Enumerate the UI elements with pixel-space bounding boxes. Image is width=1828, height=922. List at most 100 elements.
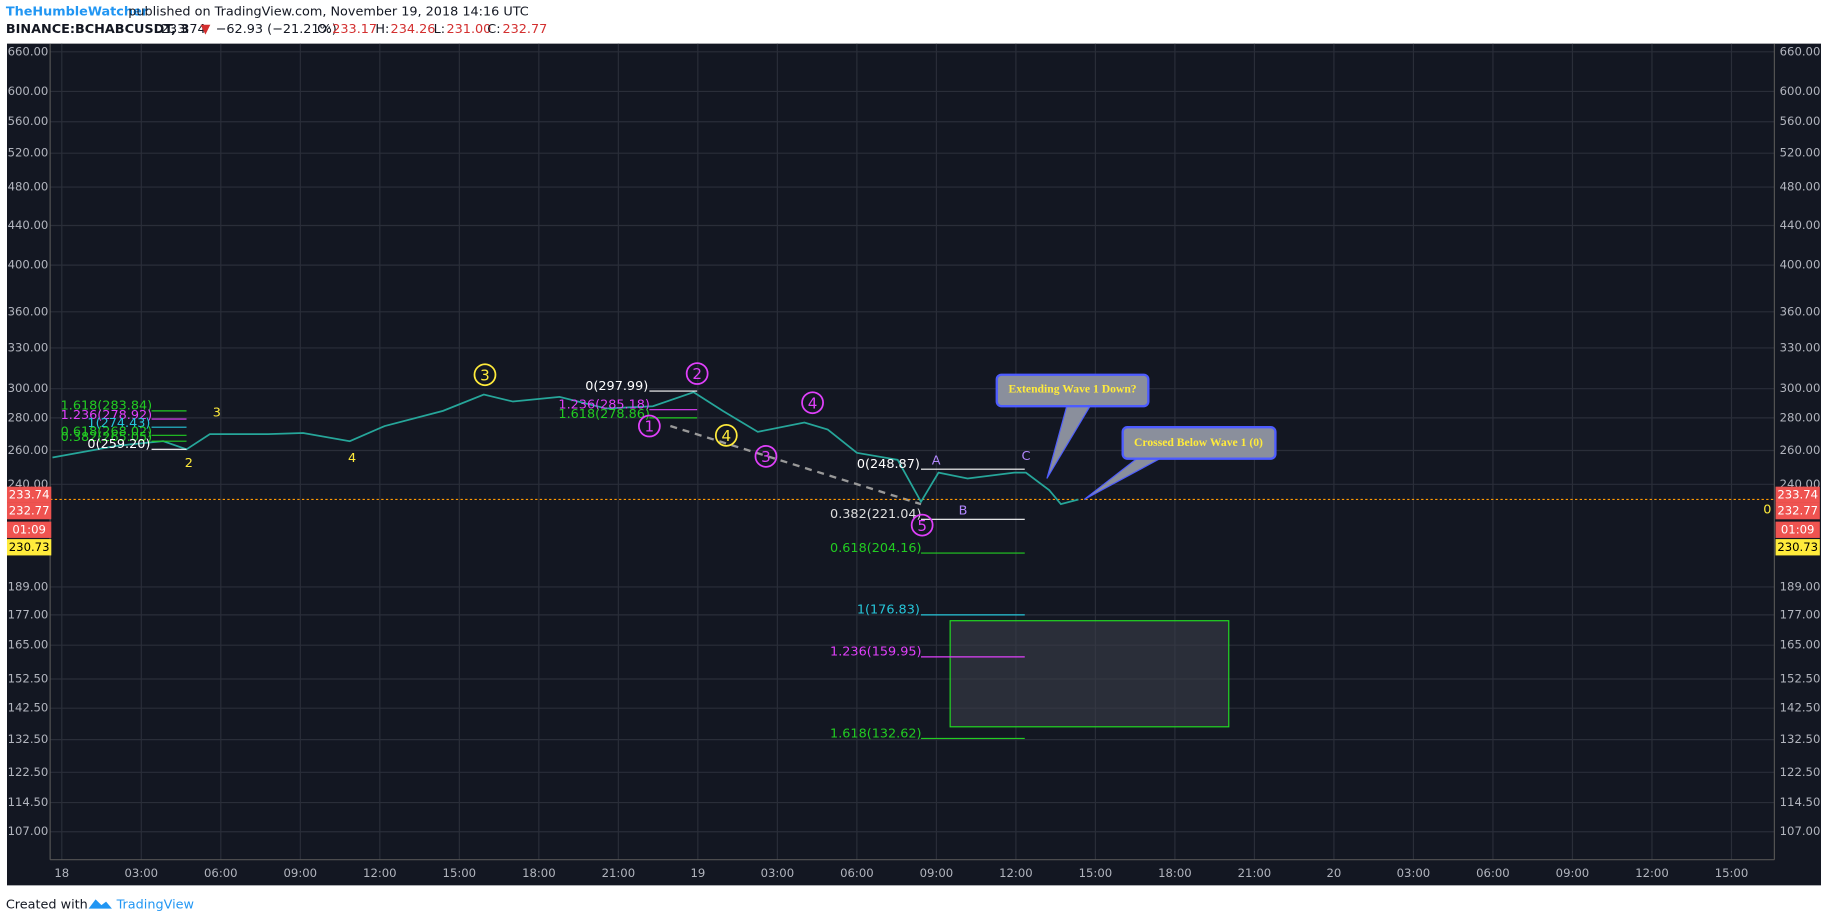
price-label: 330.00: [1780, 340, 1821, 354]
minor-wave-labels: 3 2 4 A B C 0: [185, 406, 1772, 519]
price-label: 280.00: [1780, 410, 1821, 424]
time-label: 06:00: [1476, 866, 1510, 880]
time-label: 12:00: [999, 866, 1033, 880]
price-label: 152.50: [1780, 672, 1821, 686]
price-label: 440.00: [1780, 218, 1821, 232]
callout-box: [1121, 426, 1277, 460]
last: 233.74: [161, 22, 206, 37]
minor-wave: 0: [1763, 502, 1771, 517]
price-label: 280.00: [8, 410, 49, 424]
callout-text: Crossed Below Wave 1 (0): [1134, 436, 1263, 449]
wave-label: 1: [645, 418, 655, 436]
price-label: 520.00: [8, 146, 49, 160]
grid: [50, 43, 1775, 860]
price-label: 107.00: [1780, 824, 1821, 838]
h-label: H:: [375, 22, 389, 37]
time-label: 03:00: [1397, 866, 1431, 880]
trend-line: [669, 424, 922, 506]
fib-label: 1(274.43): [87, 416, 150, 431]
price-label: 560.00: [8, 114, 49, 128]
h: 234.26: [391, 22, 436, 37]
fib-label: 1(176.83): [857, 603, 920, 618]
wave-circle: [714, 423, 738, 447]
time-label: 15:00: [1079, 866, 1113, 880]
price-path: [52, 391, 1079, 506]
minor-wave: 2: [185, 456, 193, 471]
price-label: 660.00: [8, 44, 49, 58]
price-label: 260.00: [1780, 443, 1821, 457]
target-box: [949, 620, 1230, 728]
time-label: 18:00: [1158, 866, 1192, 880]
chart-bg: [6, 43, 1822, 886]
callout-text: Extending Wave 1 Down?: [1008, 383, 1136, 396]
price-label: 300.00: [8, 381, 49, 395]
time-label: 15:00: [1715, 866, 1749, 880]
price-badge: [6, 521, 52, 538]
minor-wave: C: [1021, 449, 1030, 464]
time-label: 12:00: [1635, 866, 1669, 880]
change: −62.93 (−21.21%): [216, 22, 337, 37]
created-with: Created with: [6, 898, 88, 913]
price-label: 152.50: [8, 672, 49, 686]
time-label: 21:00: [602, 866, 636, 880]
price-badge-text: 01:09: [1781, 522, 1815, 536]
fib-labels: 1.618(283.84) 1.236(278.92) 1(274.43) 0.…: [61, 379, 922, 741]
price-label: 330.00: [8, 340, 49, 354]
price-label: 260.00: [8, 443, 49, 457]
l-label: L:: [434, 22, 445, 37]
fib-label: 1.618(278.86): [558, 407, 650, 422]
price-label: 600.00: [8, 84, 49, 98]
price-label: 132.50: [1780, 732, 1821, 746]
fib-label: 1.618(283.84): [61, 399, 153, 414]
l: 231.00: [447, 22, 492, 37]
author[interactable]: TheHumbleWatcher: [6, 5, 149, 20]
c: 232.77: [502, 22, 547, 37]
minor-wave: B: [959, 504, 968, 519]
price-label: 132.50: [8, 732, 49, 746]
price-label: 142.50: [1780, 701, 1821, 715]
wave-circle: [910, 513, 934, 537]
price-label: 114.50: [8, 795, 49, 809]
published: published on TradingView.com, November 1…: [128, 5, 529, 20]
price-badge: [1775, 521, 1820, 538]
price-label: 107.00: [8, 824, 49, 838]
fib-label: 1.236(278.92): [61, 408, 153, 423]
price-label: 360.00: [1780, 304, 1821, 318]
brand[interactable]: TradingView: [116, 898, 194, 913]
symbol: BINANCE:BCHABCUSDT, 3: [6, 22, 190, 37]
callout-box: [995, 373, 1150, 408]
price-badge: [6, 539, 52, 556]
wave-circle: [473, 363, 497, 387]
time-label: 15:00: [443, 866, 477, 880]
price-label: 360.00: [8, 304, 49, 318]
fib-label: 0(248.87): [857, 457, 920, 472]
minor-wave: 4: [348, 451, 356, 466]
price-label: 480.00: [8, 180, 49, 194]
price-label: 189.00: [8, 579, 49, 593]
time-label: 09:00: [920, 866, 954, 880]
fib-label: 1.236(159.95): [830, 645, 922, 660]
price-label: 400.00: [8, 258, 49, 272]
symbol-line: BINANCE:BCHABCUSDT, 3 233.74 ▼ −62.93 (−…: [6, 22, 547, 37]
minor-wave: 3: [213, 406, 221, 421]
price-label: 440.00: [8, 218, 49, 232]
time-label: 18:00: [522, 866, 556, 880]
price-label: 600.00: [1780, 84, 1821, 98]
price-badge-text: 01:09: [12, 522, 46, 536]
fib-label: 1.236(285.18): [558, 398, 650, 413]
price-badge-text: 230.73: [1777, 540, 1818, 554]
fib-label: 0(297.99): [585, 379, 648, 394]
fib-label: 0(259.20): [87, 437, 150, 452]
time-label: 19: [690, 866, 705, 880]
price-label: 400.00: [1780, 258, 1821, 272]
price-label: 165.00: [8, 638, 49, 652]
price-badge: [6, 502, 52, 520]
wave-label: 2: [692, 365, 702, 383]
price-badge: [1775, 539, 1820, 556]
price-badge-text: 230.73: [9, 540, 50, 554]
wave-label: 4: [721, 427, 731, 445]
tv-logo: [88, 899, 112, 909]
callouts: Extending Wave 1 Down? Crossed Below Wav…: [995, 373, 1277, 500]
